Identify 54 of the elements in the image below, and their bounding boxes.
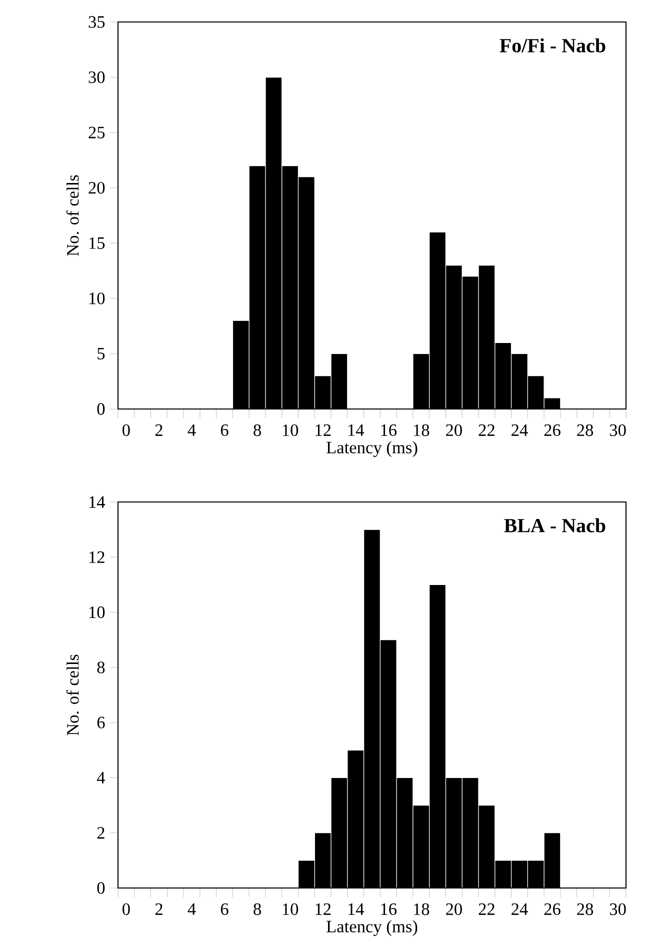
x-tick-label: 22 xyxy=(478,424,494,436)
y-tick-label: 0 xyxy=(97,403,105,415)
x-tick-label: 16 xyxy=(381,903,397,916)
text: Fo/Fi - Nacb xyxy=(500,38,606,52)
y-tick-label: 14 xyxy=(89,496,106,508)
y-tick-label: 25 xyxy=(88,126,105,138)
x-tick-label: 0 xyxy=(122,903,130,916)
x-tick-label: 2 xyxy=(155,903,162,915)
x-tick-label: 20 xyxy=(446,424,462,436)
x-tick-label: 14 xyxy=(348,903,364,915)
y-tick-label: 5 xyxy=(98,348,105,360)
y-tick-label: 12 xyxy=(89,551,104,563)
x-tick-label: 28 xyxy=(577,424,594,436)
x-tick-label: 20 xyxy=(446,903,462,916)
y-tick-label: 4 xyxy=(96,772,106,784)
y-axis-title: No. of cells xyxy=(66,654,79,736)
x-tick-label: 26 xyxy=(544,903,560,916)
x-tick-label: 4 xyxy=(188,903,196,915)
x-tick-label: 4 xyxy=(188,424,196,436)
x-tick-label: 18 xyxy=(414,903,430,916)
y-tick-label: 10 xyxy=(89,606,105,618)
x-tick-label: 16 xyxy=(381,424,397,436)
y-tick-label: 30 xyxy=(88,71,105,84)
x-tick-label: 6 xyxy=(220,424,228,436)
x-tick-label: 8 xyxy=(254,424,261,436)
y-axis-title: No. of cells xyxy=(66,175,79,256)
x-tick-label: 30 xyxy=(610,424,626,436)
x-tick-label: 12 xyxy=(316,903,331,915)
x-tick-label: 12 xyxy=(316,424,331,436)
x-tick-label: 26 xyxy=(544,424,560,436)
x-tick-label: 22 xyxy=(478,903,494,915)
x-tick-label: 10 xyxy=(282,424,298,436)
y-tick-label: 2 xyxy=(97,827,104,839)
x-tick-label: 2 xyxy=(155,424,162,436)
x-tick-label: 24 xyxy=(512,903,528,915)
x-tick-label: 0 xyxy=(122,424,130,436)
x-tick-label: 24 xyxy=(512,424,528,436)
x-tick-label: 6 xyxy=(220,903,228,916)
text: BLA - Nacb xyxy=(504,518,606,532)
y-tick-label: 6 xyxy=(97,716,105,728)
x-tick-label: 30 xyxy=(610,903,626,916)
y-tick-label: 20 xyxy=(88,182,105,194)
y-tick-label: 35 xyxy=(88,16,105,28)
x-tick-label: 28 xyxy=(577,903,594,916)
x-axis-title: Latency (ms) xyxy=(326,441,418,457)
x-tick-label: 14 xyxy=(348,424,364,436)
y-tick-label: 15 xyxy=(89,237,105,249)
x-tick-label: 10 xyxy=(282,903,298,916)
y-tick-label: 10 xyxy=(89,292,105,304)
x-tick-label: 18 xyxy=(414,424,430,436)
y-tick-label: 0 xyxy=(97,882,105,894)
x-axis-title: Latency (ms) xyxy=(326,920,418,936)
y-tick-label: 8 xyxy=(97,662,105,674)
x-tick-label: 8 xyxy=(254,903,261,916)
